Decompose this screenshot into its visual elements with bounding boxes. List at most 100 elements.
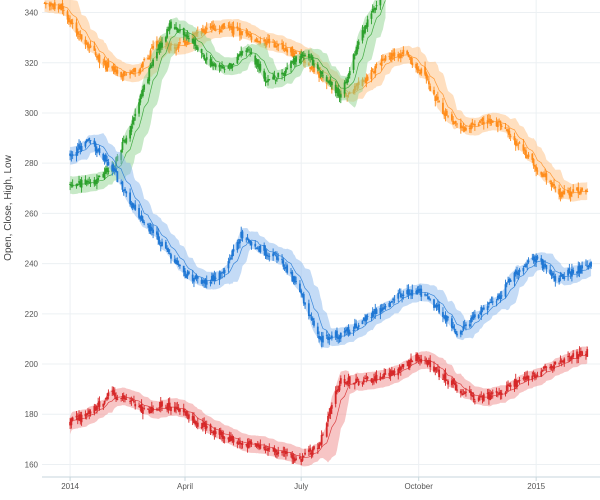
- candle-body: [500, 295, 503, 297]
- candle-body: [94, 52, 97, 56]
- candle-body: [361, 382, 364, 385]
- series-group: [69, 133, 592, 350]
- candle-body: [210, 275, 213, 281]
- candle: [481, 117, 484, 126]
- candle-body: [498, 392, 501, 395]
- candle-body: [480, 307, 483, 316]
- candle-body: [364, 318, 366, 322]
- candle-body: [176, 407, 179, 409]
- candle-body: [230, 257, 232, 260]
- candle-body: [567, 269, 569, 276]
- candle: [480, 119, 483, 124]
- candle-body: [259, 444, 262, 449]
- candle: [150, 401, 153, 414]
- candle: [201, 53, 204, 58]
- candle: [195, 44, 198, 50]
- candle-body: [219, 273, 222, 275]
- candle: [571, 354, 573, 364]
- candle-body: [121, 141, 124, 150]
- candle-body: [390, 301, 393, 303]
- candle-body: [518, 142, 521, 144]
- candle-body: [272, 447, 275, 449]
- candle-body: [152, 45, 154, 49]
- candle-body: [125, 73, 128, 75]
- candle: [434, 367, 437, 376]
- candle-body: [93, 140, 96, 145]
- candle-body: [228, 63, 231, 66]
- candle: [143, 220, 146, 226]
- candle: [588, 262, 591, 268]
- candle: [416, 62, 419, 74]
- candle-body: [553, 364, 555, 370]
- candle: [107, 58, 110, 68]
- candle: [313, 445, 315, 451]
- candle: [50, 1, 52, 11]
- candle-body: [282, 45, 285, 50]
- candle: [241, 50, 244, 56]
- candle: [344, 327, 347, 335]
- candle: [230, 254, 232, 260]
- candle: [514, 138, 517, 151]
- candle-body: [213, 430, 216, 435]
- candle-body: [330, 81, 333, 86]
- candle: [495, 387, 498, 398]
- candle: [223, 66, 226, 73]
- candle-body: [435, 305, 438, 308]
- candle: [578, 346, 581, 357]
- candle: [222, 65, 225, 69]
- candle-body: [337, 389, 340, 391]
- candle-body: [256, 443, 259, 447]
- candle: [334, 81, 337, 97]
- candle-body: [373, 8, 375, 10]
- candle-body: [246, 237, 249, 240]
- candle: [102, 171, 105, 178]
- candle: [531, 153, 534, 163]
- candle: [579, 347, 582, 358]
- candle-body: [522, 378, 525, 380]
- candle-body: [407, 361, 410, 367]
- candle-body: [401, 54, 403, 56]
- candle-body: [496, 122, 499, 127]
- candle: [209, 23, 212, 30]
- candle: [239, 437, 241, 449]
- candle-body: [214, 277, 217, 279]
- candle-body: [393, 299, 396, 301]
- candle: [450, 111, 453, 122]
- candle-body: [356, 379, 359, 381]
- candle: [60, 3, 63, 11]
- candle: [435, 94, 438, 101]
- candle-body: [343, 378, 346, 384]
- candle: [347, 324, 350, 337]
- candle-body: [353, 323, 356, 329]
- candle: [577, 182, 580, 199]
- candle: [438, 366, 441, 381]
- candle-body: [149, 65, 152, 68]
- candle-body: [173, 259, 176, 263]
- candle-body: [352, 54, 355, 70]
- candle: [187, 270, 190, 275]
- candle: [187, 412, 190, 423]
- candle-body: [320, 337, 323, 342]
- candle: [210, 430, 213, 434]
- candle: [320, 331, 323, 348]
- candle-body: [168, 402, 171, 408]
- candle: [274, 448, 277, 458]
- candle: [500, 290, 503, 300]
- candle-body: [232, 249, 235, 252]
- candle-body: [89, 182, 92, 184]
- candle-body: [89, 45, 92, 48]
- candle: [147, 54, 149, 61]
- candle: [450, 315, 453, 332]
- candle-body: [434, 96, 437, 102]
- candle: [193, 277, 195, 288]
- candle: [237, 238, 240, 249]
- candle-body: [415, 291, 418, 293]
- candle-body: [560, 191, 563, 197]
- candle-body: [210, 431, 213, 433]
- candle-body: [410, 293, 412, 295]
- candle-body: [550, 365, 553, 369]
- candle-body: [319, 336, 322, 340]
- candle-body: [148, 225, 151, 232]
- candle: [407, 51, 410, 58]
